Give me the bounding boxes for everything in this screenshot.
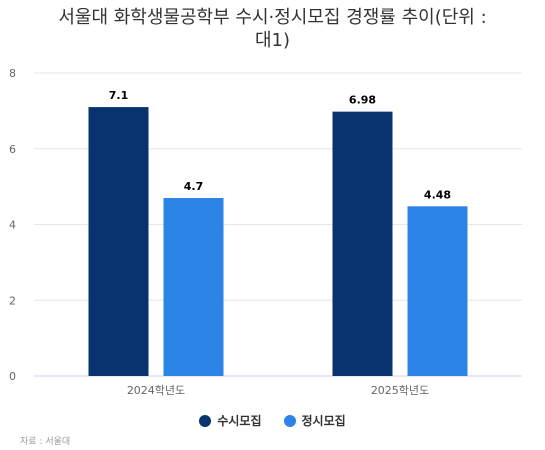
chart-title-line-2: 대1) [254, 30, 291, 51]
data-label: 7.1 [109, 89, 129, 102]
data-label: 4.48 [424, 188, 451, 201]
y-tick-label: 2 [9, 294, 16, 307]
bar [332, 111, 393, 376]
bar [88, 107, 149, 377]
legend-label: 수시모집 [217, 414, 262, 428]
chart-title: 서울대 화학생물공학부 수시·정시모집 경쟁률 추이(단위 : 대1) [20, 6, 525, 52]
bar [163, 197, 224, 376]
x-tick-label: 2024학년도 [127, 384, 185, 397]
y-tick-label: 6 [9, 143, 16, 156]
bar [407, 206, 468, 376]
data-label: 4.7 [184, 180, 204, 193]
legend-marker-icon [283, 414, 296, 427]
y-tick-label: 4 [9, 219, 16, 232]
legend-label: 정시모집 [301, 414, 346, 428]
source-note: 자료 : 서울대 [20, 437, 71, 447]
y-tick-label: 8 [9, 67, 16, 80]
legend-item-series-1[interactable]: 수시모집 [199, 412, 262, 429]
x-tick-label: 2025학년도 [371, 384, 429, 397]
legend-item-series-2[interactable]: 정시모집 [283, 412, 346, 429]
chart-title-line-1: 서울대 화학생물공학부 수시·정시모집 경쟁률 추이(단위 : [58, 7, 487, 28]
legend-marker-icon [199, 414, 212, 427]
y-tick-label: 0 [9, 370, 16, 383]
data-label: 6.98 [349, 94, 376, 107]
legend: 수시모집 정시모집 [0, 412, 545, 429]
